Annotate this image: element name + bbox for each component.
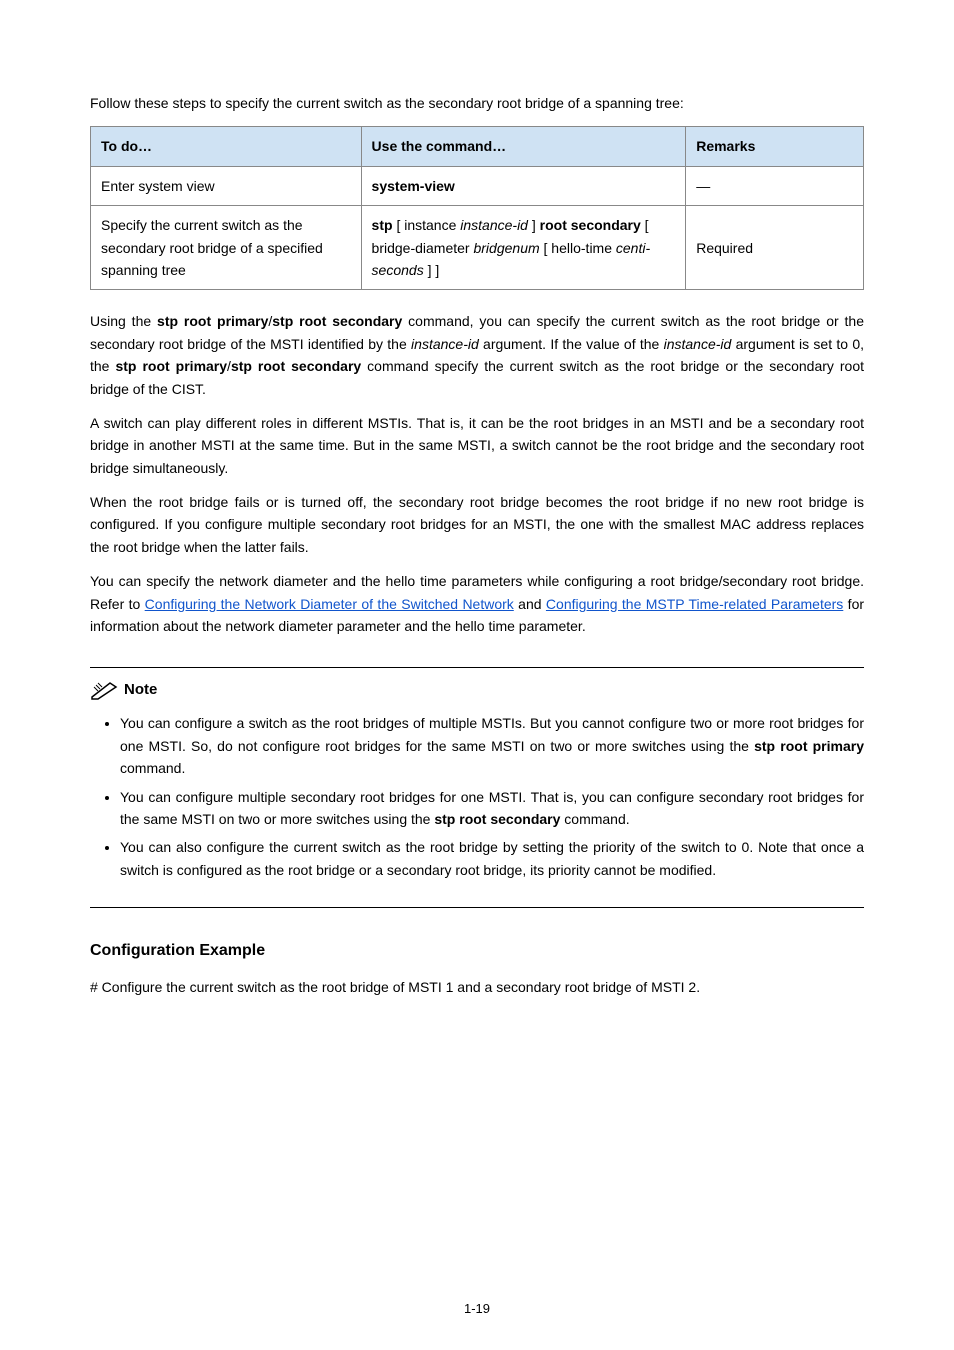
th-remarks: Remarks — [686, 127, 864, 166]
cmd-text: ] ] — [428, 262, 440, 278]
text-span: argument. If the value of the — [479, 336, 664, 352]
text-span: Using the — [90, 313, 157, 329]
cmd-inline: stp root secondary — [231, 358, 361, 374]
td-todo: Enter system view — [91, 166, 362, 205]
note-bullet-list: You can configure a switch as the root b… — [90, 712, 864, 881]
link-network-diameter[interactable]: Configuring the Network Diameter of the … — [145, 596, 514, 612]
table-row: Enter system view system-view — — [91, 166, 864, 205]
text-span: command. — [560, 811, 629, 827]
cmd-inline: stp root secondary — [434, 811, 560, 827]
text-span: command. — [120, 760, 185, 776]
paragraph: You can specify the network diameter and… — [90, 570, 864, 637]
td-command: stp [ instance instance-id ] root second… — [361, 206, 686, 290]
cmd-text: system-view — [372, 178, 455, 194]
th-command: Use the command… — [361, 127, 686, 166]
page-number: 1-19 — [0, 1299, 954, 1320]
paragraph: Using the stp root primary/stp root seco… — [90, 310, 864, 400]
cmd-inline: stp root primary — [754, 738, 864, 754]
paragraph: When the root bridge fails or is turned … — [90, 491, 864, 558]
note-bullet: You can configure a switch as the root b… — [120, 712, 864, 779]
note-header: Note — [90, 678, 864, 702]
cmd-text: [ instance — [396, 217, 460, 233]
th-todo: To do… — [91, 127, 362, 166]
example-text: # Configure the current switch as the ro… — [90, 976, 864, 998]
cmd-inline: stp root primary — [115, 358, 227, 374]
note-icon — [90, 679, 118, 701]
text-span: You can configure a switch as the root b… — [120, 715, 864, 753]
td-todo: Specify the current switch as the second… — [91, 206, 362, 290]
cmd-bold: root secondary — [540, 217, 645, 233]
cmd-arg: bridgenum — [473, 240, 543, 256]
link-time-parameters[interactable]: Configuring the MSTP Time-related Parame… — [546, 596, 843, 612]
td-remarks: Required — [686, 206, 864, 290]
arg-inline: instance-id — [411, 336, 479, 352]
table-row: Specify the current switch as the second… — [91, 206, 864, 290]
cmd-inline: stp root primary — [157, 313, 268, 329]
note-bullet: You can also configure the current switc… — [120, 836, 864, 881]
table-header-row: To do… Use the command… Remarks — [91, 127, 864, 166]
td-remarks: — — [686, 166, 864, 205]
cmd-bold: stp — [372, 217, 397, 233]
cmd-text: [ hello-time — [544, 240, 616, 256]
cmd-arg: instance-id — [460, 217, 532, 233]
paragraph: A switch can play different roles in dif… — [90, 412, 864, 479]
note-block: Note You can configure a switch as the r… — [90, 667, 864, 908]
cmd-text: ] — [532, 217, 540, 233]
intro-text: Follow these steps to specify the curren… — [90, 92, 864, 114]
cmd-inline: stp root secondary — [272, 313, 402, 329]
arg-inline: instance-id — [664, 336, 732, 352]
text-span: and — [514, 596, 546, 612]
note-label: Note — [124, 678, 157, 702]
section-heading: Configuration Example — [90, 938, 864, 964]
note-bullet: You can configure multiple secondary roo… — [120, 786, 864, 831]
td-command: system-view — [361, 166, 686, 205]
config-table: To do… Use the command… Remarks Enter sy… — [90, 126, 864, 290]
